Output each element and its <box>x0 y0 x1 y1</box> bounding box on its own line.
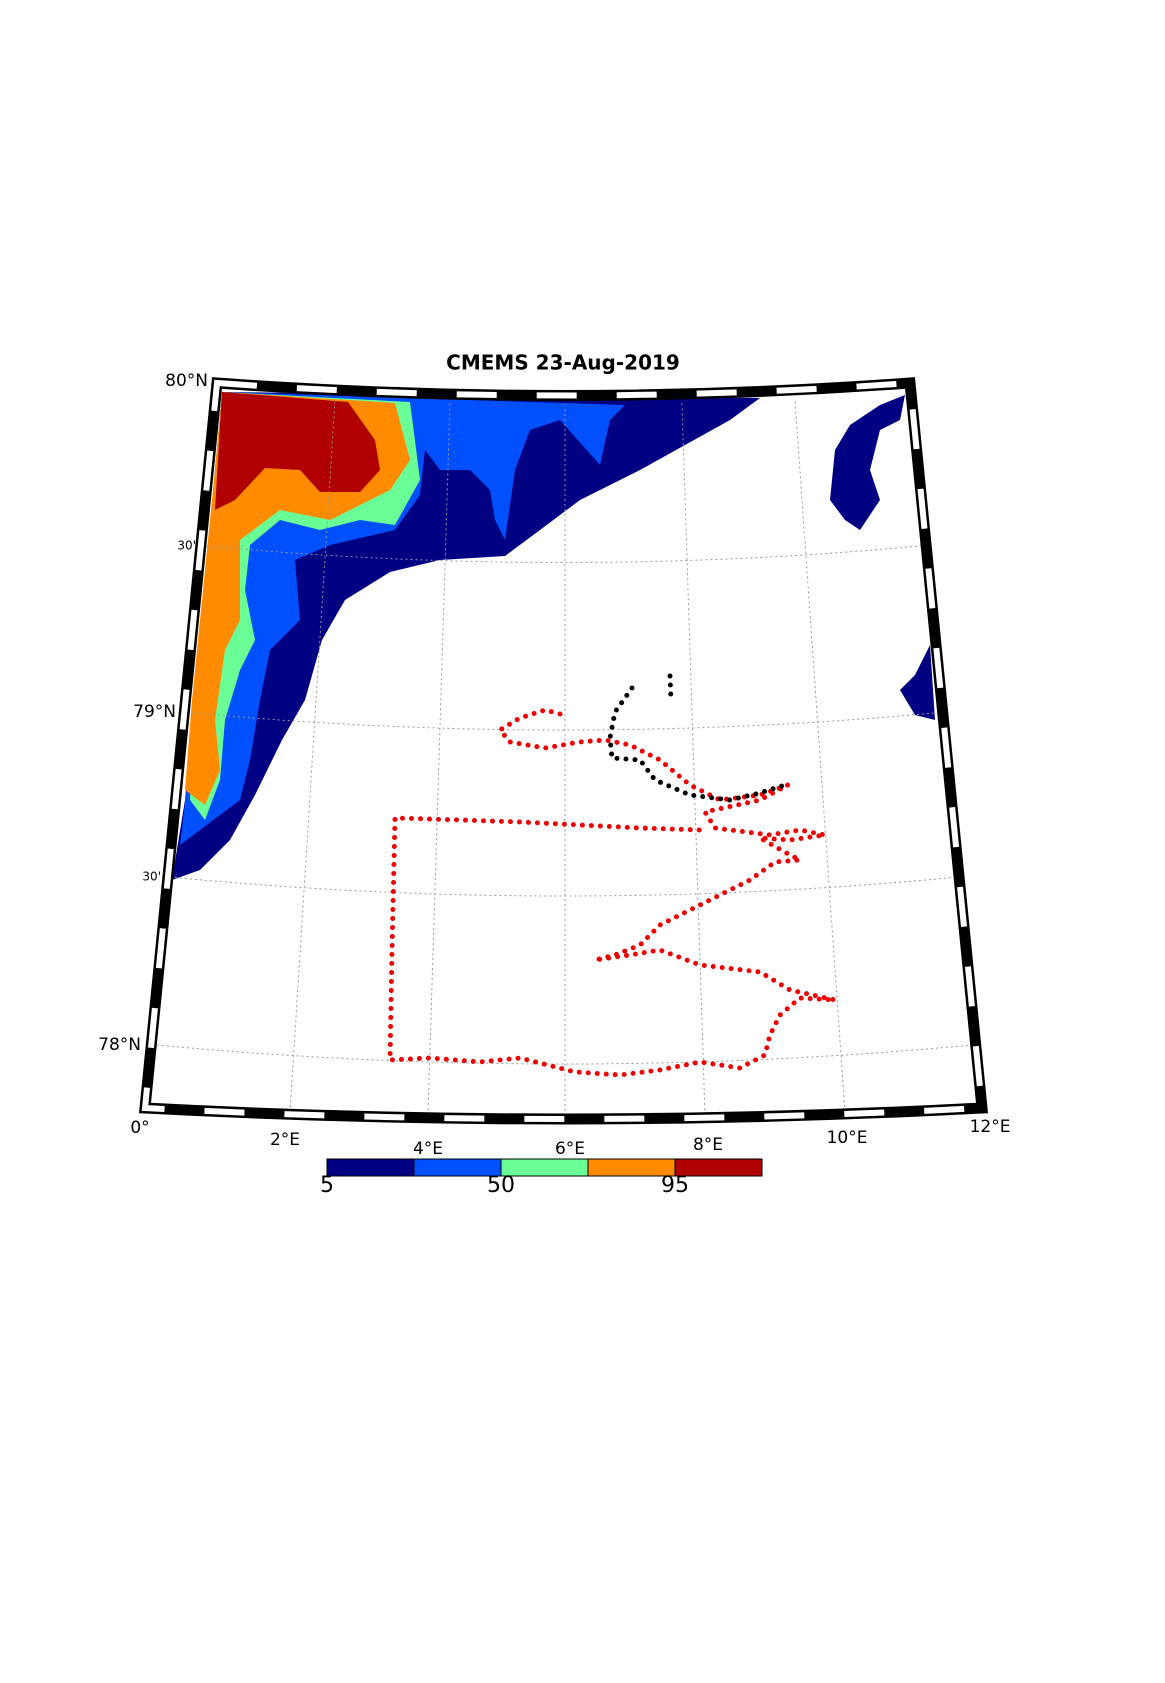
sea-ice <box>172 392 935 880</box>
track-red <box>387 707 836 1078</box>
lat-label: 30' <box>177 539 196 553</box>
grid-line <box>681 402 706 1116</box>
map-frame <box>138 377 989 1125</box>
grid-line <box>427 402 451 1116</box>
ice-low <box>900 645 935 720</box>
lon-label: 6°E <box>555 1139 585 1159</box>
colorbar-tick-label: 5 <box>320 1173 334 1198</box>
colorbar-tick-label: 50 <box>487 1173 515 1198</box>
lat-label: 30' <box>142 870 161 884</box>
colorbar-segment <box>674 1158 763 1177</box>
ice-low <box>830 395 905 530</box>
lon-label: 10°E <box>827 1128 868 1148</box>
track-black <box>607 685 788 803</box>
grid-line <box>794 399 846 1113</box>
colorbar-segment <box>326 1158 415 1177</box>
grid-line <box>169 876 959 897</box>
track-black <box>667 673 674 703</box>
lon-label: 4°E <box>413 1139 443 1159</box>
graticule <box>156 399 973 1116</box>
frame-ticks <box>141 379 986 1122</box>
lon-label: 2°E <box>270 1130 300 1150</box>
axis-labels: 80°N 30' 79°N 30' 78°N 0° 2°E 4°E 6°E 8°… <box>98 371 1010 1159</box>
lon-label: 12°E <box>970 1117 1011 1137</box>
lon-label: 8°E <box>693 1135 723 1155</box>
lat-label: 78°N <box>98 1035 141 1055</box>
ice-high <box>185 392 410 805</box>
ice-full <box>215 392 380 510</box>
map-title: CMEMS 23-Aug-2019 <box>446 351 680 375</box>
tracks <box>387 673 836 1078</box>
grid-line <box>182 711 946 731</box>
lat-label: 80°N <box>165 371 208 391</box>
colorbar-tick-label: 95 <box>661 1173 689 1198</box>
lon-label: 0° <box>130 1118 149 1138</box>
lat-label: 79°N <box>133 702 176 722</box>
grid-line <box>195 544 931 563</box>
grid-line <box>289 399 336 1113</box>
